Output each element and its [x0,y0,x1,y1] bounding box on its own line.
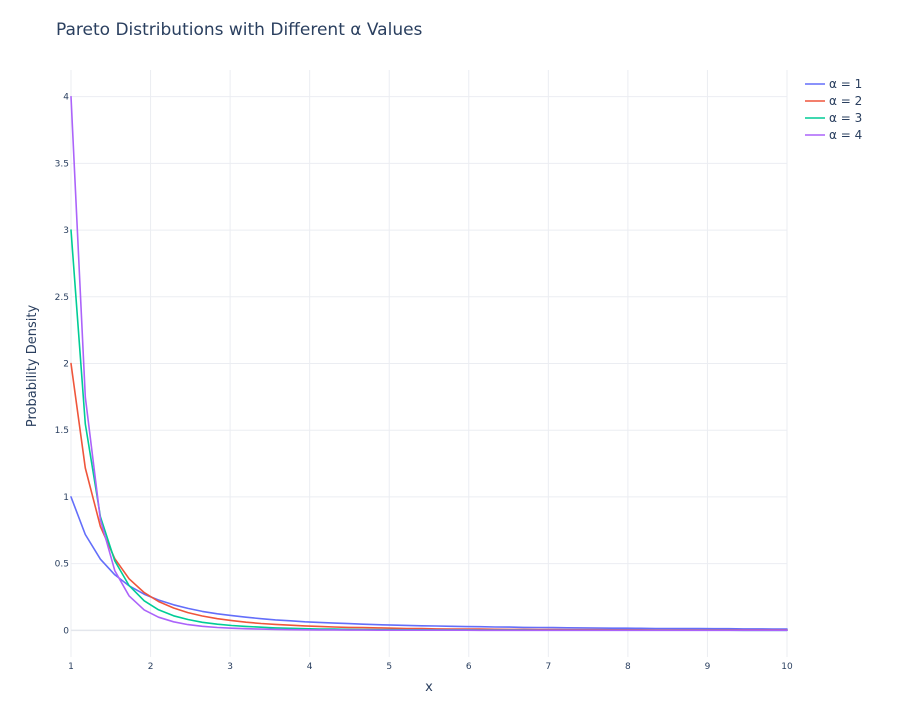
legend-item-2[interactable]: α = 2 [805,94,862,108]
series-lines [70,95,788,632]
legend-label: α = 2 [829,94,862,108]
x-tick-label: 9 [705,662,711,672]
y-axis-ticks: 0 0.5 1 1.5 2 2.5 3 3.5 4 [55,93,70,637]
legend-label: α = 1 [829,77,862,91]
y-tick-label: 2.5 [55,293,69,303]
x-tick-label: 5 [386,662,392,672]
y-tick-label: 2 [63,360,69,370]
x-tick-label: 3 [227,662,233,672]
legend-item-1[interactable]: α = 1 [805,77,862,91]
x-tick-label: 1 [68,662,74,672]
x-axis-title: x [425,680,433,695]
grid-lines [70,70,788,657]
x-tick-label: 2 [148,662,154,672]
y-tick-label: 3 [63,226,69,236]
series-line-4 [70,95,788,632]
legend-label: α = 4 [829,128,862,142]
legend-item-4[interactable]: α = 4 [805,128,862,142]
x-tick-label: 6 [466,662,472,672]
y-axis-title: Probability Density [25,305,40,428]
legend-item-3[interactable]: α = 3 [805,111,862,125]
x-axis-ticks: 1 2 3 4 5 6 7 8 9 10 [68,662,793,672]
y-tick-label: 1 [63,493,69,503]
x-tick-label: 8 [625,662,631,672]
y-tick-label: 0.5 [55,560,69,570]
y-tick-label: 4 [63,93,69,103]
x-tick-label: 7 [545,662,551,672]
y-tick-label: 3.5 [55,159,69,169]
x-tick-label: 4 [307,662,313,672]
y-tick-label: 0 [63,626,69,636]
series-line-1 [70,496,788,630]
chart-title: Pareto Distributions with Different α Va… [56,20,423,40]
legend[interactable]: α = 1 α = 2 α = 3 α = 4 [805,77,862,142]
x-tick-label: 10 [781,662,793,672]
y-tick-label: 1.5 [55,426,69,436]
legend-label: α = 3 [829,111,862,125]
